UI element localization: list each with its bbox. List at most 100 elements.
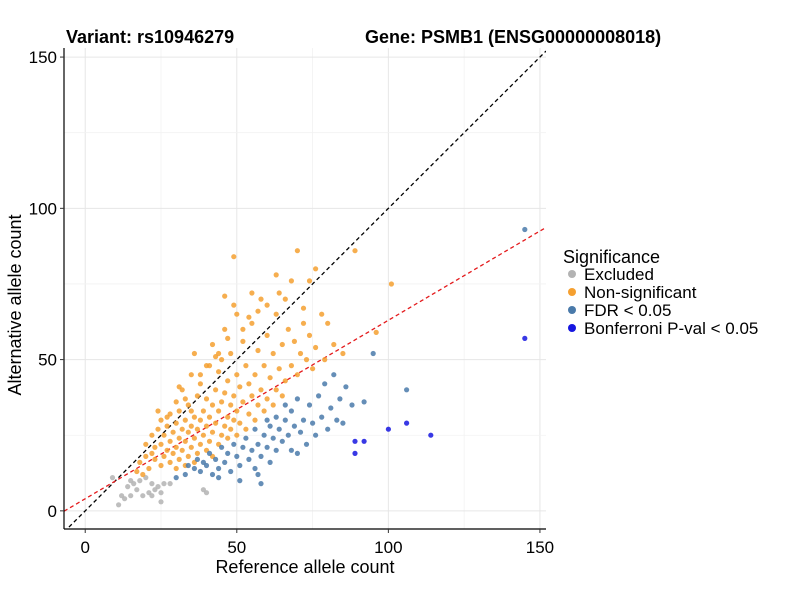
data-point: [231, 254, 237, 260]
data-point: [361, 399, 367, 405]
data-point: [140, 493, 146, 499]
data-point: [270, 350, 276, 357]
data-point: [228, 402, 234, 408]
data-point: [137, 459, 143, 465]
data-point: [176, 456, 182, 462]
data-point: [231, 393, 237, 399]
data-point: [149, 432, 155, 438]
data-point: [306, 402, 313, 408]
data-point: [185, 429, 191, 435]
data-point: [176, 435, 182, 441]
data-point: [149, 450, 155, 456]
data-point: [222, 423, 228, 429]
data-point: [249, 447, 255, 453]
data-point: [249, 393, 255, 399]
data-point: [219, 432, 225, 438]
chart-titles: Variant: rs10946279 Gene: PSMB1 (ENSG000…: [66, 27, 661, 47]
data-point: [194, 426, 200, 432]
data-point: [158, 499, 164, 505]
plot-area: 0 50 100 150 0 50 100 150: [29, 48, 554, 557]
legend-title: Significance: [563, 247, 660, 267]
data-point: [203, 490, 210, 496]
data-point: [219, 357, 225, 363]
data-point: [161, 481, 167, 487]
data-point: [264, 302, 270, 308]
data-point: [279, 393, 285, 399]
data-point: [231, 441, 237, 447]
title-gene: Gene: PSMB1 (ENSG00000008018): [365, 27, 661, 47]
data-point: [152, 444, 158, 450]
data-point: [276, 290, 282, 296]
data-point: [188, 423, 194, 429]
data-point: [206, 363, 213, 369]
data-point: [273, 387, 279, 393]
data-point: [243, 426, 249, 432]
data-point: [137, 478, 143, 484]
data-point: [200, 408, 206, 414]
data-point: [352, 450, 358, 456]
data-point: [225, 335, 231, 341]
y-tick-label: 0: [48, 502, 57, 521]
data-point: [161, 432, 167, 438]
data-point: [234, 372, 240, 378]
data-point: [328, 405, 334, 411]
data-point: [388, 281, 394, 287]
data-point: [164, 447, 170, 453]
y-tick-label: 50: [38, 351, 57, 370]
data-point: [228, 350, 234, 357]
data-point: [191, 465, 197, 472]
data-point: [146, 465, 152, 472]
data-point: [352, 438, 358, 444]
data-point: [128, 478, 134, 484]
data-point: [291, 423, 297, 429]
x-tick-label: 50: [227, 538, 246, 557]
data-point: [252, 372, 258, 378]
data-point: [155, 408, 161, 414]
title-variant: Variant: rs10946279: [66, 27, 234, 47]
data-point: [303, 441, 310, 447]
data-point: [258, 453, 264, 459]
data-point: [313, 344, 319, 351]
legend-swatch: [568, 270, 576, 278]
data-point: [109, 475, 116, 481]
data-point: [197, 441, 203, 447]
data-point: [313, 432, 319, 438]
data-point: [216, 369, 222, 375]
data-point: [282, 417, 288, 423]
data-point: [340, 350, 346, 357]
data-point: [288, 447, 294, 453]
data-point: [197, 381, 203, 387]
data-point: [161, 453, 167, 459]
legend-swatch: [568, 306, 576, 314]
data-point: [249, 290, 255, 296]
data-point: [240, 399, 246, 405]
data-point: [170, 450, 176, 456]
data-point: [325, 320, 331, 326]
data-point: [225, 414, 231, 420]
data-point: [213, 387, 219, 393]
legend-label: Bonferroni P-val < 0.05: [584, 319, 758, 338]
data-point: [219, 444, 225, 450]
data-point: [206, 450, 213, 456]
data-point: [188, 444, 194, 450]
series-non-significant: [134, 248, 394, 478]
data-point: [191, 435, 197, 441]
data-point: [294, 396, 300, 402]
data-point: [243, 363, 249, 369]
x-tick-label: 150: [526, 538, 554, 557]
data-point: [522, 335, 528, 341]
data-point: [300, 305, 307, 311]
data-point: [310, 420, 316, 426]
data-point: [197, 417, 203, 423]
legend-swatch: [568, 324, 576, 332]
data-point: [194, 456, 200, 462]
data-point: [352, 248, 358, 254]
data-point: [173, 399, 179, 405]
data-point: [404, 387, 410, 393]
legend-label: FDR < 0.05: [584, 301, 671, 320]
data-point: [261, 363, 267, 369]
x-tick-label: 100: [374, 538, 402, 557]
data-point: [331, 341, 337, 348]
data-point: [173, 465, 179, 472]
data-point: [206, 414, 213, 420]
